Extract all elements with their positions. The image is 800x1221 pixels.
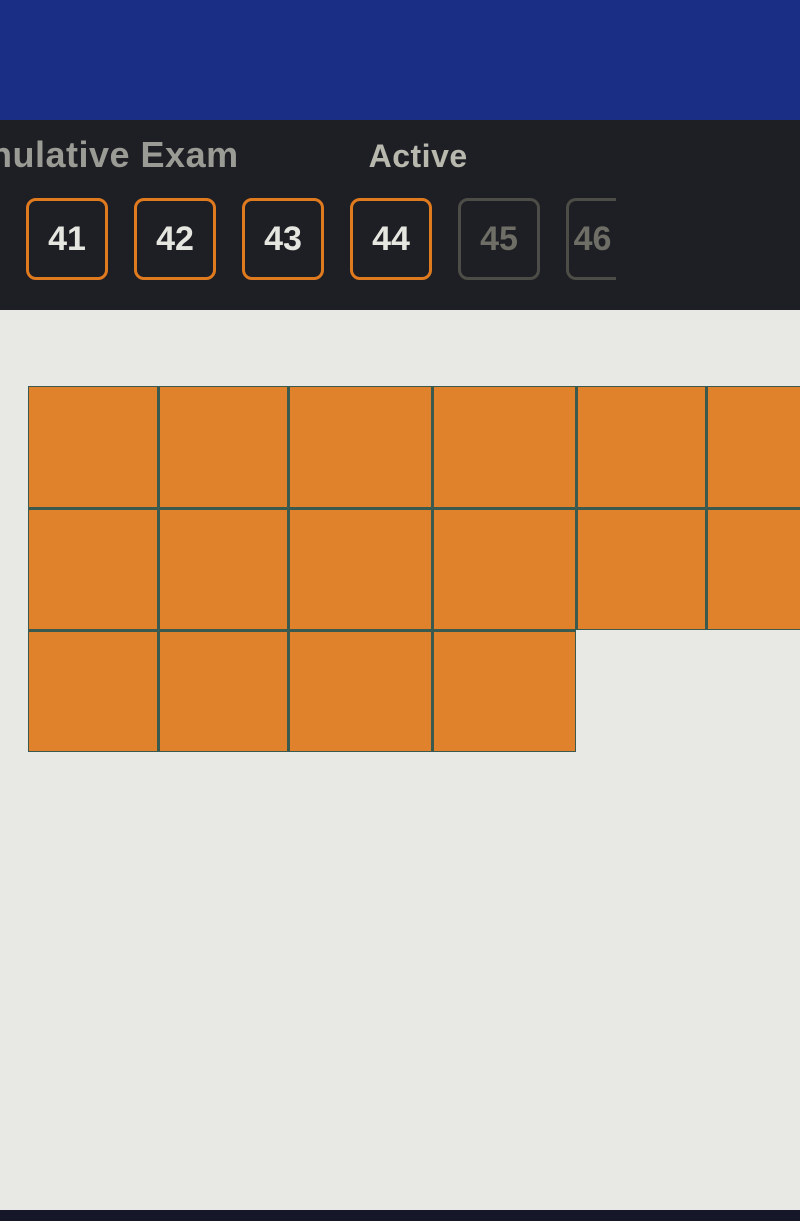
question-nav-item-44[interactable]: 44 [350,198,432,280]
question-nav-item-41[interactable]: 41 [26,198,108,280]
grid-cell [576,386,706,508]
question-number-label: 46 [574,220,612,259]
question-number-label: 44 [372,220,410,259]
grid-cell [158,386,288,508]
exam-status: Active [369,138,468,175]
grid-cell [28,630,158,752]
grid-cell [28,508,158,630]
question-number-label: 45 [480,220,518,259]
grid-cell [288,386,432,508]
grid-cell [158,508,288,630]
grid-cell [706,386,800,508]
grid-cell [432,630,576,752]
grid-cell [28,386,158,508]
grid-cell [158,630,288,752]
grid-cell [576,508,706,630]
grid-row [28,508,800,630]
title-row: nulative Exam Active [0,134,800,176]
question-nav-item-42[interactable]: 42 [134,198,216,280]
grid-cell [706,508,800,630]
question-nav-item-43[interactable]: 43 [242,198,324,280]
tile-grid [28,386,800,752]
question-number-label: 41 [48,220,86,259]
grid-cell [432,386,576,508]
question-nav-item-46[interactable]: 46 [566,198,616,280]
grid-row [28,630,800,752]
grid-row [28,386,800,508]
exam-header: nulative Exam Active 41 42 43 44 45 46 [0,120,800,310]
question-number-label: 43 [264,220,302,259]
exam-title: nulative Exam [0,134,239,176]
question-number-label: 42 [156,220,194,259]
grid-cell [288,508,432,630]
grid-cell [288,630,432,752]
question-content [0,310,800,1210]
grid-cell [432,508,576,630]
question-nav-item-45[interactable]: 45 [458,198,540,280]
question-nav: 41 42 43 44 45 46 [0,176,800,300]
window-title-bar [0,0,800,120]
